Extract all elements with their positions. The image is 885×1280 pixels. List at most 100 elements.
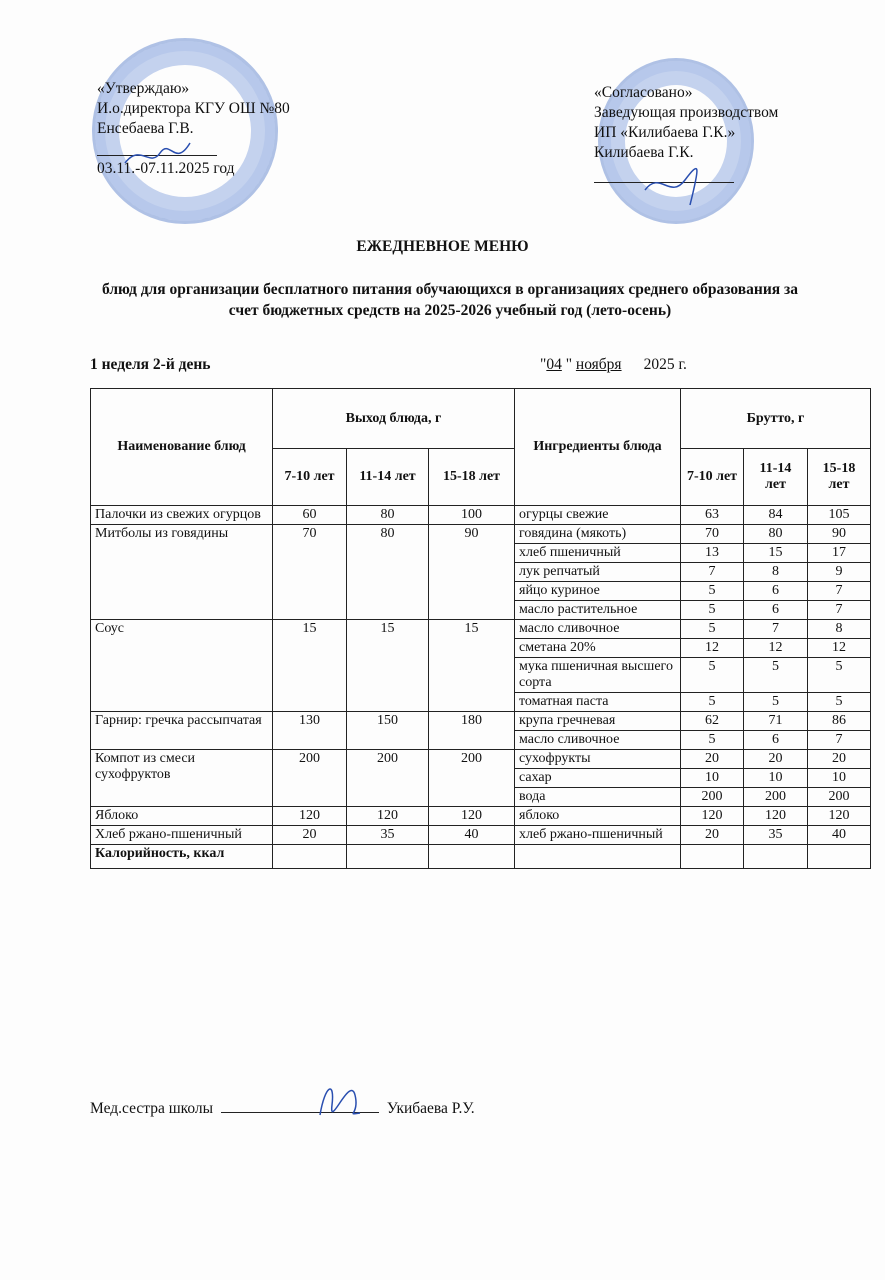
ingredient-gross: 86 xyxy=(807,711,871,731)
table-row: Хлеб ржано-пшеничный 20 35 40 хлеб ржано-пше… xyxy=(90,825,871,845)
ingredient-name: крупа гречневая xyxy=(514,711,681,731)
calories-cell xyxy=(428,844,515,869)
header-dish-name: Наименование блюд xyxy=(90,388,273,506)
dish-output: 200 xyxy=(346,749,429,807)
ingredient-gross: 9 xyxy=(807,562,871,582)
dish-output: 40 xyxy=(428,825,515,845)
table-row: томатная паста 5 5 5 xyxy=(91,692,871,712)
calories-cell xyxy=(680,844,744,869)
ingredient-gross: 35 xyxy=(743,825,808,845)
ingredient-gross: 200 xyxy=(807,787,871,807)
nurse-signature xyxy=(319,1088,361,1116)
date-quote: " xyxy=(540,356,547,373)
ingredient-gross: 5 xyxy=(743,657,808,693)
header-age: 11-14 лет xyxy=(346,448,429,506)
dish-name: Гарнир: гречка рассыпчатая xyxy=(90,711,273,750)
ingredient-gross: 10 xyxy=(807,768,871,788)
ingredient-name: масло сливочное xyxy=(514,619,681,639)
approver-name: Енсебаева Г.В. xyxy=(97,120,194,137)
table-row: Соус 15 15 15 масло сливочное 5 7 8 xyxy=(90,619,871,712)
ingredient-gross: 20 xyxy=(807,749,871,769)
ingredient-gross: 17 xyxy=(807,543,871,563)
agreement-signature-line xyxy=(594,182,734,183)
ingredient-gross: 10 xyxy=(743,768,808,788)
header-ingredients: Ингредиенты блюда xyxy=(514,388,681,506)
dish-name: Компот из смеси сухофруктов xyxy=(90,749,273,807)
ingredient-gross: 40 xyxy=(807,825,871,845)
ingredient-gross: 62 xyxy=(680,711,744,731)
approver-signature xyxy=(124,142,191,164)
header-output: Выход блюда, г xyxy=(272,388,515,449)
header-age: 7-10 лет xyxy=(272,448,347,506)
school-stamp xyxy=(92,38,278,224)
ingredient-gross: 200 xyxy=(743,787,808,807)
approval-period: 03.11.-07.11.2025 год xyxy=(97,160,235,177)
calories-cell xyxy=(272,844,347,869)
ingredient-gross: 7 xyxy=(680,562,744,582)
dish-output: 15 xyxy=(272,619,347,712)
ingredient-gross: 120 xyxy=(680,806,744,826)
ingredient-gross: 200 xyxy=(680,787,744,807)
nurse-signature-block: Мед.сестра школы Укибаева Р.У. xyxy=(90,1098,475,1119)
ingredient-name: огурцы свежие xyxy=(514,505,681,525)
calories-label: Калорийность, ккал xyxy=(90,844,273,869)
header-age: 15-18 лет xyxy=(807,448,871,506)
ingredient-gross: 5 xyxy=(680,619,744,639)
ingredient-gross: 7 xyxy=(807,581,871,601)
date-year: 2025 г. xyxy=(643,356,687,373)
date-quote: " xyxy=(561,356,576,373)
agreement-heading: «Согласовано» xyxy=(594,84,693,101)
ingredient-gross: 20 xyxy=(680,825,744,845)
table-row: лук репчатый 7 8 9 xyxy=(91,562,871,582)
ingredient-gross: 5 xyxy=(680,692,744,712)
company-stamp xyxy=(598,58,754,224)
ingredient-name: яблоко xyxy=(514,806,681,826)
header-gross: Брутто, г xyxy=(680,388,871,449)
approval-heading: «Утверждаю» xyxy=(97,80,190,97)
dish-name: Яблоко xyxy=(90,806,273,826)
calories-row: Калорийность, ккал xyxy=(90,844,871,869)
ingredient-gross: 7 xyxy=(807,730,871,750)
date-month: ноября xyxy=(575,356,622,373)
header-age: 15-18 лет xyxy=(428,448,515,506)
dish-output: 120 xyxy=(428,806,515,826)
ingredient-gross: 7 xyxy=(743,619,808,639)
dish-output: 20 xyxy=(272,825,347,845)
ingredient-name: масло сливочное xyxy=(514,730,681,750)
table-row: Яблоко 120 120 120 яблоко 120 120 120 xyxy=(90,806,871,826)
ingredient-gross: 10 xyxy=(680,768,744,788)
ingredient-gross: 90 xyxy=(807,524,871,544)
dish-output: 60 xyxy=(272,505,347,525)
dish-output: 15 xyxy=(428,619,515,712)
ingredient-name: томатная паста xyxy=(514,692,681,712)
table-row: сахар 10 10 10 xyxy=(91,768,871,788)
ingredient-name: яйцо куриное xyxy=(514,581,681,601)
ingredient-gross: 6 xyxy=(743,730,808,750)
ingredient-gross: 5 xyxy=(807,692,871,712)
dish-output: 90 xyxy=(428,524,515,620)
ingredient-gross: 6 xyxy=(743,600,808,620)
ingredient-name: сметана 20% xyxy=(514,638,681,658)
dish-output: 150 xyxy=(346,711,429,750)
ingredient-gross: 5 xyxy=(680,581,744,601)
ingredient-gross: 13 xyxy=(680,543,744,563)
ingredient-gross: 12 xyxy=(807,638,871,658)
ingredient-gross: 5 xyxy=(680,730,744,750)
ingredient-gross: 8 xyxy=(807,619,871,639)
table-row: яйцо куриное 5 6 7 xyxy=(91,581,871,601)
dish-output: 70 xyxy=(272,524,347,620)
ingredient-gross: 5 xyxy=(807,657,871,693)
calories-cell xyxy=(514,844,681,869)
dish-name: Митболы из говядины xyxy=(90,524,273,620)
ingredient-name: хлеб ржано-пшеничный xyxy=(514,825,681,845)
ingredient-gross: 5 xyxy=(743,692,808,712)
menu-table: Наименование блюд Выход блюда, г Ингреди… xyxy=(90,388,871,869)
nurse-signature-line xyxy=(220,1098,379,1113)
ingredient-gross: 120 xyxy=(807,806,871,826)
table-row: мука пшеничная высшего сорта 5 5 5 xyxy=(91,657,871,693)
ingredient-gross: 6 xyxy=(743,581,808,601)
menu-date: "04 " ноября 2025 г. xyxy=(540,355,687,375)
ingredient-gross: 70 xyxy=(680,524,744,544)
ingredient-gross: 12 xyxy=(743,638,808,658)
